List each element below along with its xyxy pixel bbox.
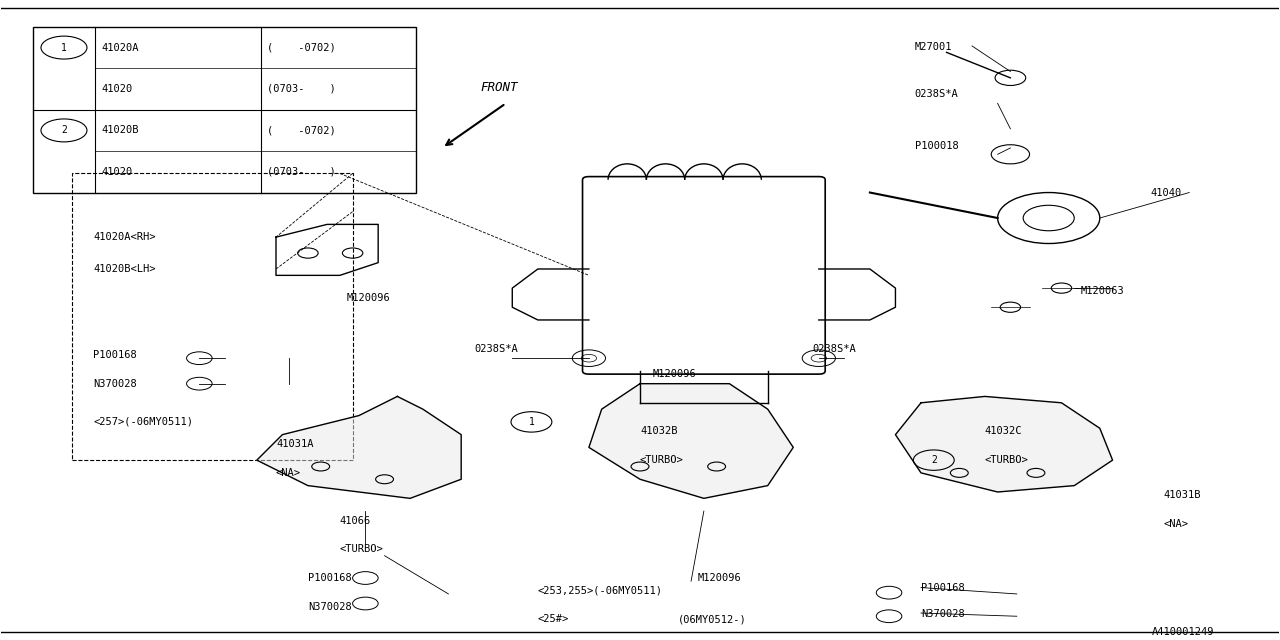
Text: 41040: 41040 [1151,188,1183,198]
Text: 41031A: 41031A [276,439,314,449]
Text: <TURBO>: <TURBO> [984,455,1029,465]
Text: (0703-    ): (0703- ) [268,167,335,177]
Text: N370028: N370028 [93,379,137,388]
Text: 41020A<RH>: 41020A<RH> [93,232,156,242]
Text: P100168: P100168 [93,350,137,360]
Text: 41032B: 41032B [640,426,677,436]
FancyBboxPatch shape [33,27,416,193]
Text: M120096: M120096 [346,292,390,303]
Text: 41020B<LH>: 41020B<LH> [93,264,156,274]
Text: 41066: 41066 [340,516,371,525]
Text: N370028: N370028 [308,602,352,612]
Text: <25#>: <25#> [538,614,570,625]
Text: <NA>: <NA> [1164,519,1189,529]
Text: M120063: M120063 [1080,286,1124,296]
Polygon shape [896,396,1112,492]
FancyBboxPatch shape [582,177,826,374]
Text: 41020B: 41020B [101,125,138,136]
Text: <TURBO>: <TURBO> [640,455,684,465]
Text: 1: 1 [61,43,67,52]
Text: <NA>: <NA> [276,468,301,478]
Text: A410001249: A410001249 [1152,627,1215,637]
Polygon shape [257,396,461,499]
Text: FRONT: FRONT [480,81,518,94]
Text: 41032C: 41032C [984,426,1023,436]
Text: <257>(-06MY0511): <257>(-06MY0511) [93,417,193,427]
Text: <TURBO>: <TURBO> [340,545,384,554]
Text: M120096: M120096 [698,573,741,583]
Text: 2: 2 [931,455,937,465]
Text: (    -0702): ( -0702) [268,125,335,136]
Text: 41031B: 41031B [1164,490,1201,500]
Polygon shape [589,383,794,499]
Text: M120096: M120096 [653,369,696,379]
Text: P100018: P100018 [915,141,959,151]
Text: 41020: 41020 [101,167,132,177]
Text: <253,255>(-06MY0511): <253,255>(-06MY0511) [538,586,663,596]
Text: 1: 1 [529,417,534,427]
Text: 0238S*A: 0238S*A [813,344,856,354]
Text: 41020A: 41020A [101,43,138,52]
Text: (0703-    ): (0703- ) [268,84,335,94]
Text: 41020: 41020 [101,84,132,94]
Text: M27001: M27001 [915,42,952,52]
Text: (06MY0512-): (06MY0512-) [678,614,748,625]
Text: 0238S*A: 0238S*A [474,344,517,354]
Text: 0238S*A: 0238S*A [915,89,959,99]
Text: N370028: N370028 [922,609,965,620]
Text: P100168: P100168 [308,573,352,583]
Text: (    -0702): ( -0702) [268,43,335,52]
Text: P100168: P100168 [922,582,965,593]
Text: 2: 2 [61,125,67,136]
